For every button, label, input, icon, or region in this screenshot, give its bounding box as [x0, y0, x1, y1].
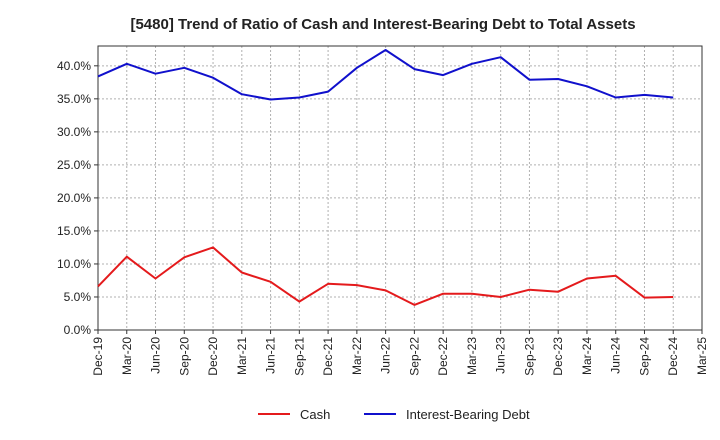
x-tick-label: Dec-22 [436, 337, 450, 376]
x-tick-label: Sep-23 [522, 337, 536, 376]
legend-label: Cash [300, 407, 330, 422]
y-tick-label: 5.0% [64, 290, 92, 304]
x-tick-label: Dec-23 [551, 337, 565, 376]
legend-label: Interest-Bearing Debt [406, 407, 530, 422]
legend: Cash Interest-Bearing Debt [258, 407, 530, 422]
x-tick-label: Mar-24 [580, 337, 594, 375]
x-axis-ticks: Dec-19 Mar-20 Jun-20 Sep-20 Dec-20 Mar-21 Jun-… [91, 330, 709, 376]
x-tick-label: Dec-24 [666, 337, 680, 376]
x-tick-label: Jun-21 [264, 337, 278, 374]
series-lines [97, 49, 674, 306]
x-tick-label: Sep-22 [407, 337, 421, 376]
y-tick-label: 0.0% [64, 323, 92, 337]
chart-title: [5480] Trend of Ratio of Cash and Intere… [130, 16, 635, 33]
y-tick-label: 20.0% [57, 191, 91, 205]
y-tick-label: 15.0% [57, 224, 91, 238]
x-tick-label: Sep-24 [637, 337, 651, 376]
x-tick-label: Mar-25 [695, 337, 709, 375]
y-tick-label: 10.0% [57, 257, 91, 271]
y-axis-ticks: 0.0% 5.0% 10.0% 15.0% 20.0% 25.0% 30.0% 35.0% 40… [57, 59, 98, 337]
x-tick-label: Mar-23 [465, 337, 479, 375]
series-line-interest-bearing-debt [97, 49, 674, 101]
series-line-cash [97, 246, 674, 306]
x-tick-label: Dec-21 [321, 337, 335, 376]
x-tick-label: Mar-22 [350, 337, 364, 375]
x-tick-label: Jun-23 [494, 337, 508, 374]
y-tick-label: 35.0% [57, 92, 91, 106]
x-tick-label: Sep-21 [292, 337, 306, 376]
grid-lines [97, 46, 703, 331]
x-tick-label: Jun-22 [379, 337, 393, 374]
y-tick-label: 40.0% [57, 59, 91, 73]
x-tick-label: Jun-20 [149, 337, 163, 374]
plot-frame [97, 45, 703, 331]
x-tick-label: Sep-20 [177, 337, 191, 376]
y-tick-label: 25.0% [57, 158, 91, 172]
x-tick-label: Mar-20 [120, 337, 134, 375]
x-tick-label: Dec-20 [206, 337, 220, 376]
y-tick-label: 30.0% [57, 125, 91, 139]
x-tick-label: Jun-24 [609, 337, 623, 374]
x-tick-label: Dec-19 [91, 337, 105, 376]
x-tick-label: Mar-21 [235, 337, 249, 375]
